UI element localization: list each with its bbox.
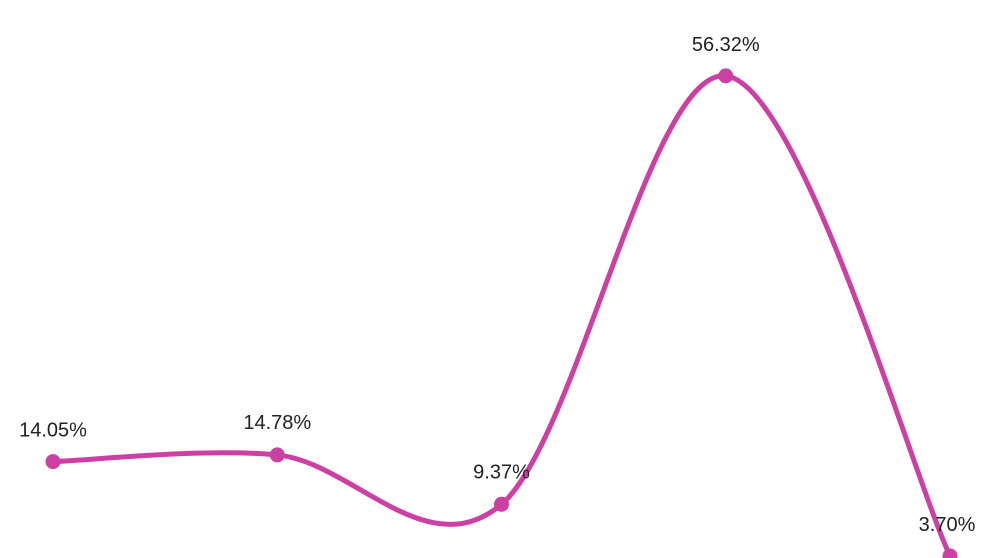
data-label: 14.78% (243, 412, 311, 434)
data-point (45, 454, 61, 470)
series-line (50, 73, 953, 558)
data-label: 3.70% (919, 514, 976, 536)
points-layer (45, 68, 958, 558)
data-point (494, 496, 509, 512)
data-label: 9.37% (473, 461, 530, 483)
labels-layer: 14.05% 14.78% 9.37% 56.32% 3.70% (19, 34, 975, 536)
data-label: 14.05% (19, 420, 87, 442)
series-layer (50, 73, 953, 558)
data-point (942, 548, 958, 558)
data-label: 56.32% (692, 34, 760, 56)
data-point (269, 447, 285, 463)
data-point (718, 68, 734, 84)
